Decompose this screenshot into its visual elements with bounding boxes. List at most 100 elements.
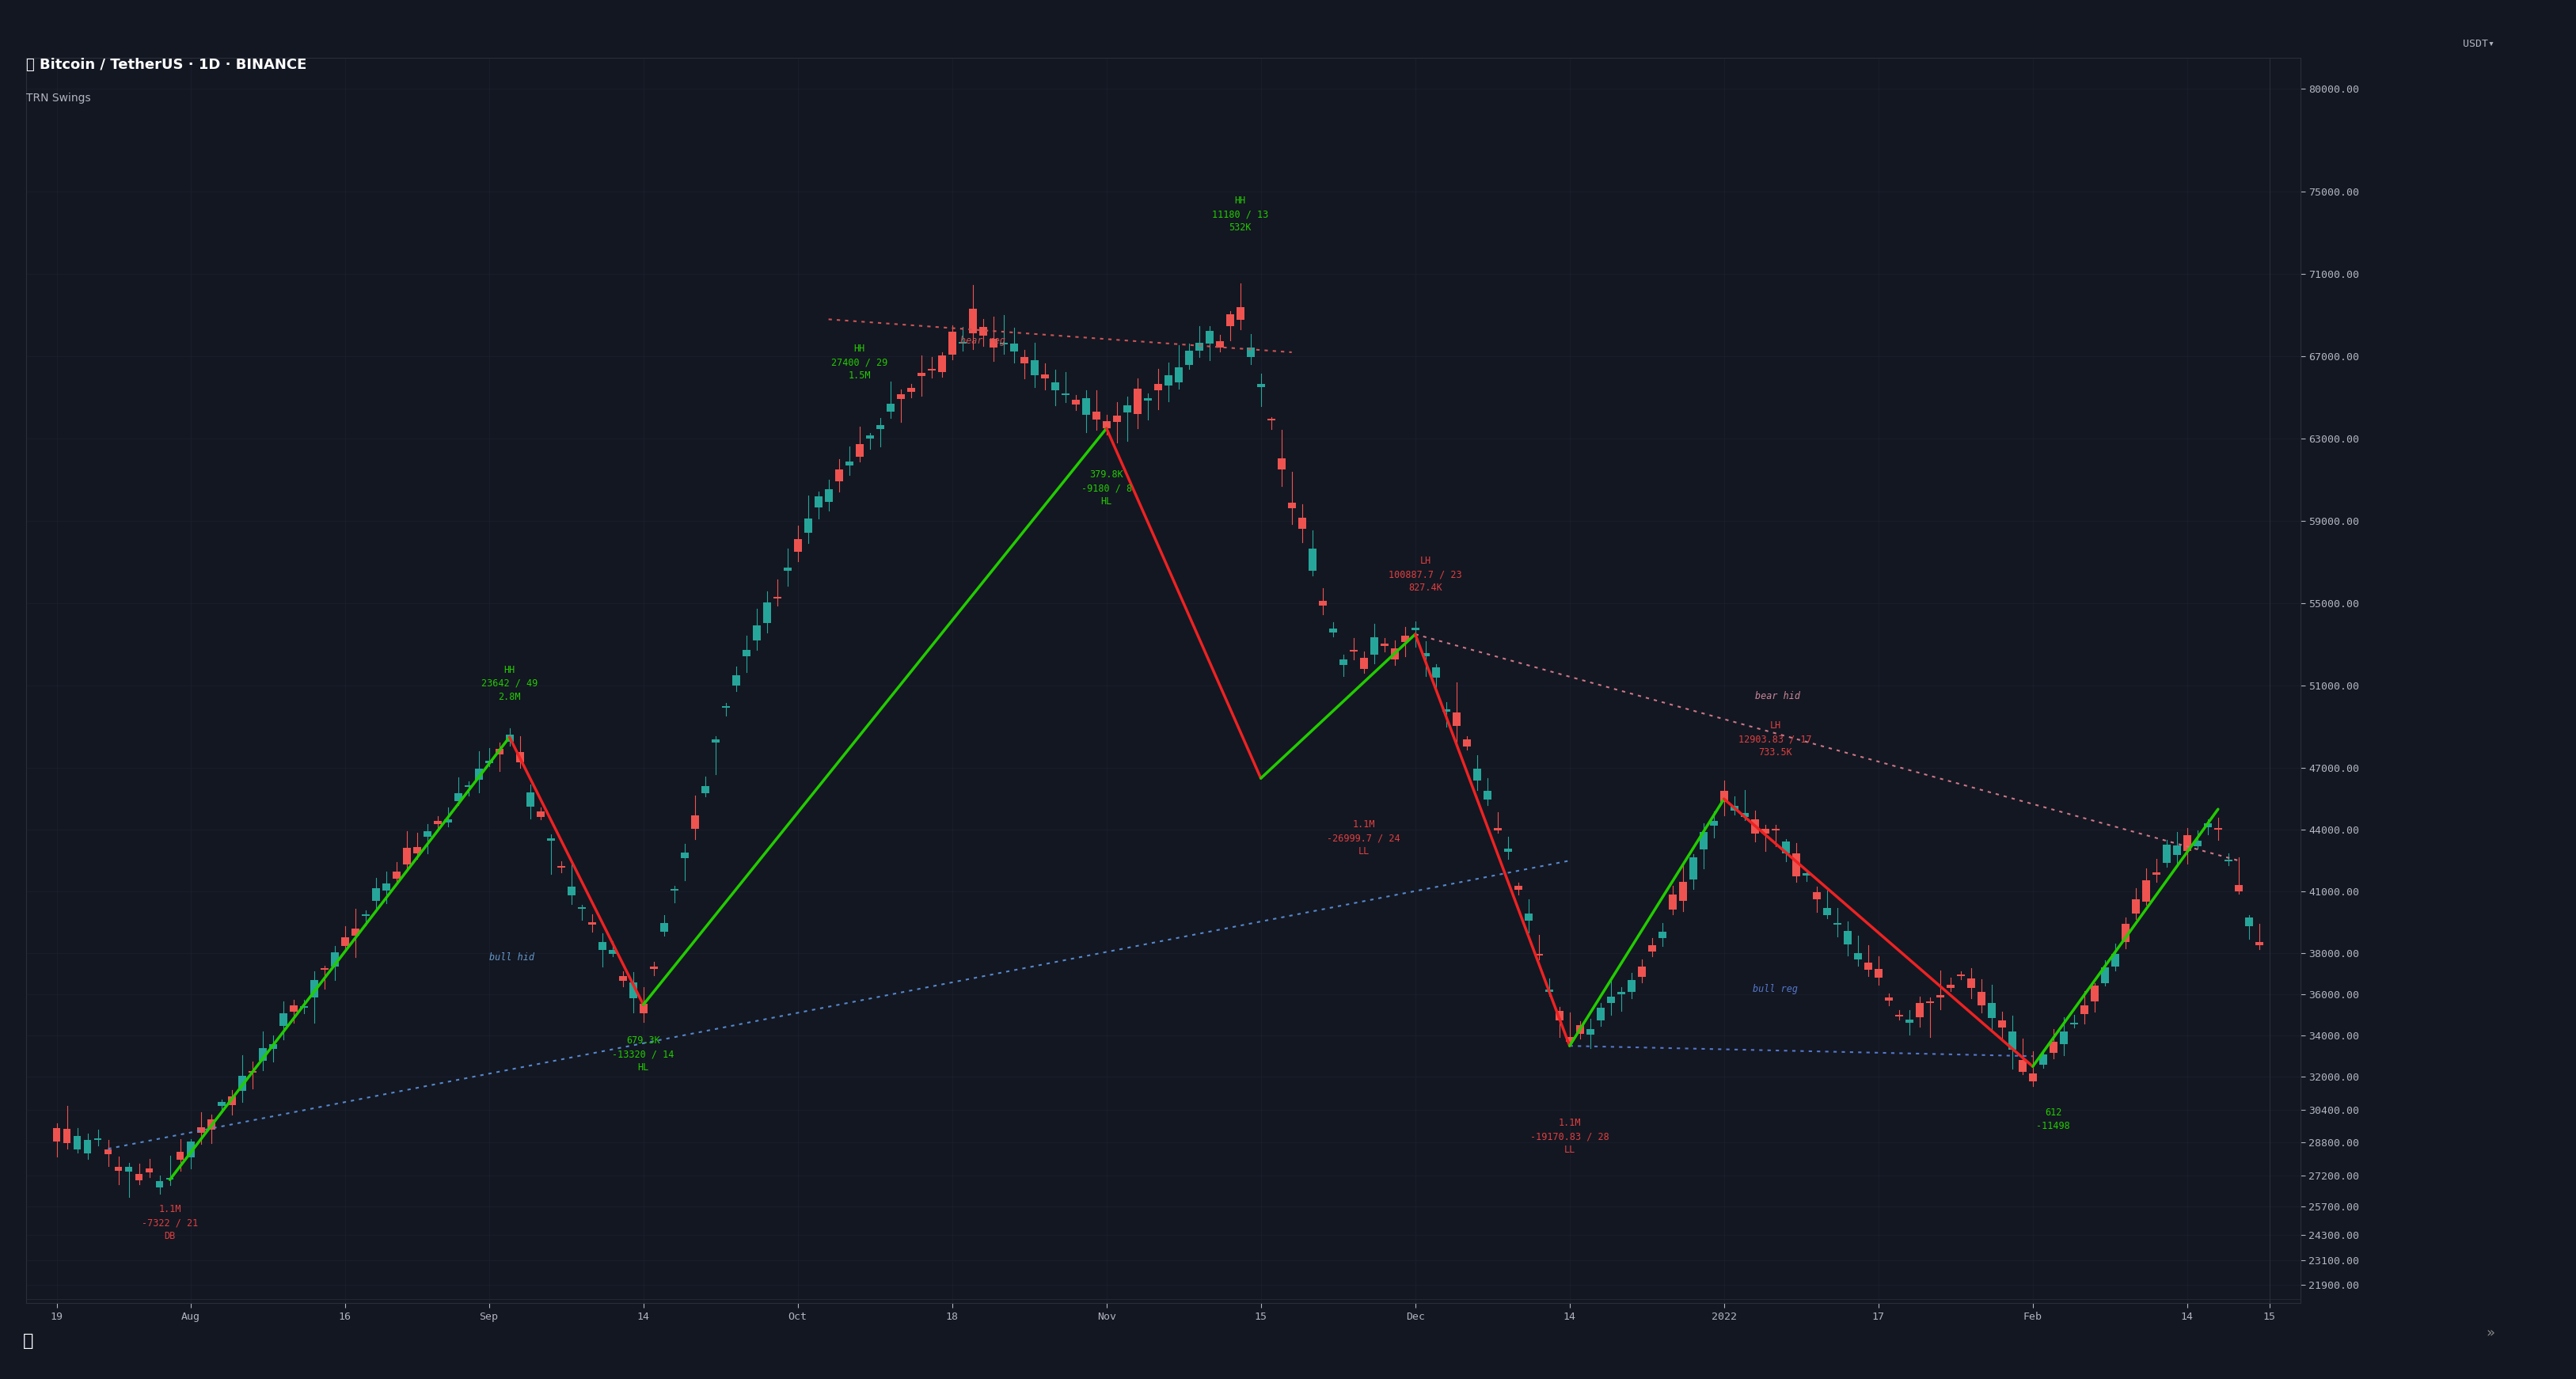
Bar	[381, 883, 389, 891]
Bar	[2133, 899, 2141, 914]
Bar	[1010, 343, 1018, 352]
Bar	[62, 1129, 72, 1143]
Bar	[371, 888, 379, 900]
Bar	[412, 847, 420, 854]
Text: 679.3K
-13320 / 14
HL: 679.3K -13320 / 14 HL	[613, 1036, 675, 1073]
Bar	[2215, 827, 2223, 830]
Bar	[319, 968, 327, 969]
Bar	[1607, 997, 1615, 1003]
Bar	[938, 356, 945, 372]
Bar	[989, 339, 997, 348]
Bar	[474, 768, 482, 779]
Bar	[1072, 400, 1079, 404]
Bar	[1030, 360, 1038, 375]
Bar	[1164, 375, 1172, 386]
Bar	[1494, 829, 1502, 830]
Bar	[804, 519, 811, 534]
Bar	[598, 942, 605, 950]
Bar	[1329, 629, 1337, 633]
Bar	[1092, 412, 1100, 419]
Bar	[443, 819, 451, 823]
Bar	[1133, 389, 1141, 414]
Bar	[1917, 1003, 1924, 1018]
Text: 📈: 📈	[23, 1333, 33, 1349]
Bar	[1206, 331, 1213, 343]
Bar	[773, 597, 781, 598]
Bar	[1927, 1001, 1935, 1003]
Bar	[1103, 422, 1110, 427]
Bar	[979, 327, 987, 335]
Bar	[2009, 1031, 2017, 1049]
Bar	[2195, 841, 2202, 847]
Bar	[1700, 832, 1708, 849]
Bar	[1649, 946, 1656, 952]
Bar	[1360, 658, 1368, 669]
Bar	[1556, 1011, 1564, 1020]
Bar	[1710, 821, 1718, 826]
Bar	[247, 1070, 255, 1073]
Bar	[1051, 382, 1059, 390]
Bar	[392, 872, 399, 878]
Bar	[484, 761, 492, 763]
Bar	[299, 1005, 307, 1008]
Bar	[886, 404, 894, 411]
Bar	[835, 469, 842, 481]
Bar	[845, 462, 853, 466]
Bar	[2061, 1031, 2069, 1044]
Bar	[1587, 1030, 1595, 1034]
Bar	[1504, 848, 1512, 851]
Bar	[711, 739, 719, 743]
Bar	[258, 1048, 265, 1060]
Bar	[876, 425, 884, 429]
Bar	[690, 815, 698, 829]
Bar	[330, 953, 337, 967]
Bar	[402, 848, 410, 865]
Bar	[185, 1142, 193, 1157]
Bar	[1865, 963, 1873, 969]
Bar	[1989, 1004, 1996, 1018]
Bar	[1257, 383, 1265, 386]
Bar	[1154, 385, 1162, 390]
Bar	[1453, 713, 1461, 725]
Bar	[1473, 769, 1481, 781]
Bar	[1298, 519, 1306, 528]
Bar	[1947, 985, 1955, 987]
Bar	[1628, 980, 1636, 992]
Bar	[2102, 968, 2110, 983]
Bar	[1216, 341, 1224, 348]
Bar	[618, 976, 626, 980]
Bar	[1546, 989, 1553, 993]
Text: bull reg: bull reg	[1752, 985, 1798, 994]
Bar	[453, 793, 461, 801]
Bar	[2081, 1005, 2089, 1014]
Bar	[855, 444, 863, 456]
Bar	[608, 950, 616, 954]
Bar	[1783, 841, 1790, 854]
Bar	[1175, 367, 1182, 382]
Text: »: »	[2486, 1327, 2494, 1340]
Bar	[1319, 601, 1327, 605]
Bar	[1731, 805, 1739, 811]
Bar	[1855, 953, 1862, 960]
Bar	[103, 1150, 111, 1154]
Bar	[969, 309, 976, 334]
Bar	[505, 735, 513, 742]
Text: 1.1M
-19170.83 / 28
LL: 1.1M -19170.83 / 28 LL	[1530, 1118, 1610, 1156]
Bar	[1999, 1020, 2007, 1027]
Bar	[1350, 650, 1358, 651]
Bar	[948, 332, 956, 354]
Bar	[340, 938, 348, 946]
Text: HH
27400 / 29
1.5M: HH 27400 / 29 1.5M	[832, 343, 889, 381]
Bar	[278, 1014, 286, 1026]
Bar	[2254, 942, 2264, 946]
Bar	[2236, 885, 2244, 891]
Bar	[2174, 845, 2182, 855]
Bar	[1247, 348, 1255, 357]
Bar	[556, 866, 564, 867]
Bar	[1391, 648, 1399, 659]
Bar	[999, 342, 1007, 345]
Bar	[1432, 667, 1440, 678]
Bar	[639, 1004, 647, 1014]
Bar	[732, 676, 739, 685]
Bar	[1288, 502, 1296, 507]
